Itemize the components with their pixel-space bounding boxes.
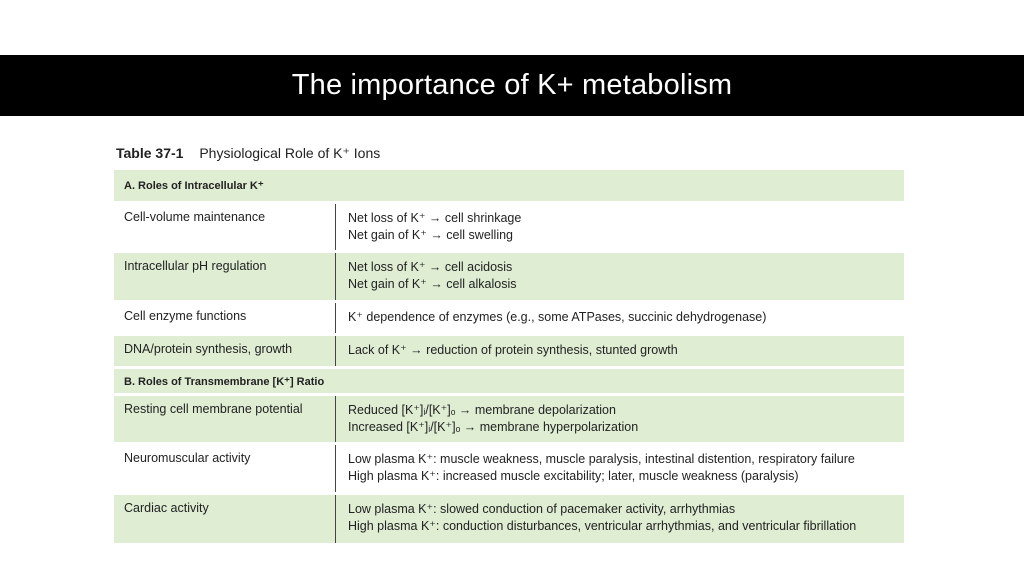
row-line: Reduced [K⁺]ᵢ/[K⁺]ₒ → membrane depolariz… bbox=[348, 403, 616, 417]
table-caption: Table 37-1 Physiological Role of K⁺ Ions bbox=[116, 145, 380, 162]
row-description: K⁺ dependence of enzymes (e.g., some ATP… bbox=[336, 303, 904, 333]
table-row: Intracellular pH regulation Net loss of … bbox=[114, 253, 904, 300]
section-header-transmembrane: B. Roles of Transmembrane [K⁺] Ratio bbox=[114, 369, 904, 393]
table-row: Resting cell membrane potential Reduced … bbox=[114, 396, 904, 442]
table-row: Cell-volume maintenance Net loss of K⁺ →… bbox=[114, 204, 904, 250]
row-role: Cell-volume maintenance bbox=[114, 204, 336, 250]
row-description: Reduced [K⁺]ᵢ/[K⁺]ₒ → membrane depolariz… bbox=[336, 396, 904, 442]
row-line: K⁺ dependence of enzymes (e.g., some ATP… bbox=[348, 310, 767, 324]
row-line: Increased [K⁺]ᵢ/[K⁺]ₒ → membrane hyperpo… bbox=[348, 420, 639, 434]
row-description: Low plasma K⁺: muscle weakness, muscle p… bbox=[336, 445, 904, 492]
row-description: Net loss of K⁺ → cell acidosis Net gain … bbox=[336, 253, 904, 300]
table-row: Neuromuscular activity Low plasma K⁺: mu… bbox=[114, 445, 904, 492]
table-row: Cell enzyme functions K⁺ dependence of e… bbox=[114, 303, 904, 333]
table-number: Table 37-1 bbox=[116, 145, 184, 161]
physiological-role-table: A. Roles of Intracellular K⁺ Cell-volume… bbox=[114, 170, 904, 546]
table-caption-text: Physiological Role of K⁺ Ions bbox=[199, 145, 381, 161]
row-role: DNA/protein synthesis, growth bbox=[114, 336, 336, 366]
row-line: Net gain of K⁺ → cell alkalosis bbox=[348, 277, 517, 291]
title-bar: The importance of K+ metabolism bbox=[0, 55, 1024, 116]
row-role: Neuromuscular activity bbox=[114, 445, 336, 492]
row-description: Net loss of K⁺ → cell shrinkage Net gain… bbox=[336, 204, 904, 250]
row-line: Low plasma K⁺: muscle weakness, muscle p… bbox=[348, 452, 855, 466]
row-description: Low plasma K⁺: slowed conduction of pace… bbox=[336, 495, 904, 543]
row-line: High plasma K⁺: conduction disturbances,… bbox=[348, 519, 857, 533]
slide-title: The importance of K+ metabolism bbox=[291, 69, 733, 101]
row-description: Lack of K⁺ → reduction of protein synthe… bbox=[336, 336, 904, 366]
row-role: Resting cell membrane potential bbox=[114, 396, 336, 442]
row-line: Lack of K⁺ → reduction of protein synthe… bbox=[348, 343, 678, 357]
section-header-intracellular: A. Roles of Intracellular K⁺ bbox=[114, 170, 904, 201]
row-role: Intracellular pH regulation bbox=[114, 253, 336, 300]
row-line: Net gain of K⁺ → cell swelling bbox=[348, 228, 514, 242]
row-role: Cardiac activity bbox=[114, 495, 336, 543]
row-line: Low plasma K⁺: slowed conduction of pace… bbox=[348, 502, 736, 516]
table-row: DNA/protein synthesis, growth Lack of K⁺… bbox=[114, 336, 904, 366]
row-line: Net loss of K⁺ → cell acidosis bbox=[348, 260, 513, 274]
row-line: Net loss of K⁺ → cell shrinkage bbox=[348, 211, 522, 225]
row-line: High plasma K⁺: increased muscle excitab… bbox=[348, 469, 799, 483]
row-role: Cell enzyme functions bbox=[114, 303, 336, 333]
table-row: Cardiac activity Low plasma K⁺: slowed c… bbox=[114, 495, 904, 543]
